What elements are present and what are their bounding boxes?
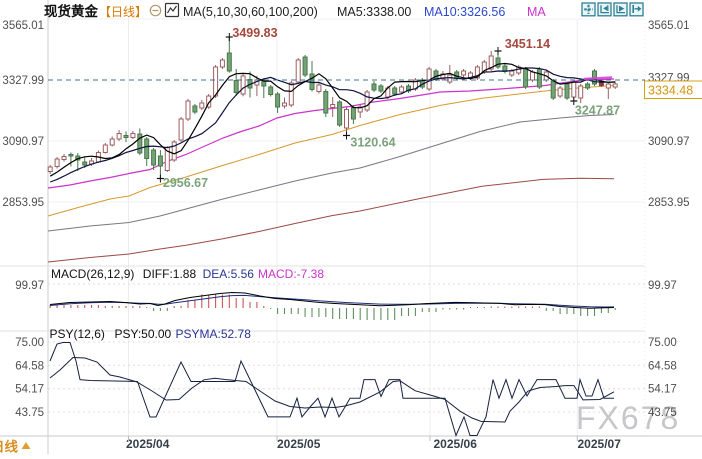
svg-text:MACD:-7.38: MACD:-7.38 xyxy=(258,267,324,281)
svg-text:DIFF:1.88: DIFF:1.88 xyxy=(143,267,197,281)
svg-text:2025/04: 2025/04 xyxy=(126,437,170,451)
svg-text:现货黄金: 现货黄金 xyxy=(44,3,98,19)
svg-text:MA(5,10,30,60,100,200): MA(5,10,30,60,100,200) xyxy=(183,5,318,19)
svg-text:3090.97: 3090.97 xyxy=(2,136,44,148)
svg-text:3565.01: 3565.01 xyxy=(648,20,690,32)
svg-text:MA10:3326.56: MA10:3326.56 xyxy=(424,5,505,19)
svg-text:DEA:5.56: DEA:5.56 xyxy=(203,267,255,281)
svg-text:3090.97: 3090.97 xyxy=(648,136,690,148)
svg-text:2025/05: 2025/05 xyxy=(277,437,321,451)
svg-text:3247.87: 3247.87 xyxy=(575,104,620,118)
svg-text:MACD(26,12,9): MACD(26,12,9) xyxy=(51,267,134,281)
svg-text:PSY:50.00: PSY:50.00 xyxy=(115,327,172,341)
svg-text:2853.95: 2853.95 xyxy=(648,197,690,209)
svg-text:PSY(12,6): PSY(12,6) xyxy=(50,327,105,341)
svg-text:54.17: 54.17 xyxy=(648,384,677,396)
svg-text:64.58: 64.58 xyxy=(648,360,677,372)
svg-text:43.75: 43.75 xyxy=(15,407,44,419)
svg-text:43.75: 43.75 xyxy=(648,407,677,419)
svg-text:75.00: 75.00 xyxy=(648,337,677,349)
svg-text:【日线】: 【日线】 xyxy=(99,5,147,19)
svg-text:MA5:3338.00: MA5:3338.00 xyxy=(337,5,411,19)
svg-text:3565.01: 3565.01 xyxy=(2,20,44,32)
svg-text:日线: 日线 xyxy=(0,439,18,455)
svg-text:3499.83: 3499.83 xyxy=(232,26,277,40)
svg-text:64.58: 64.58 xyxy=(15,360,44,372)
svg-text:54.17: 54.17 xyxy=(15,384,44,396)
svg-text:99.97: 99.97 xyxy=(648,280,677,292)
svg-text:PSYMA:52.78: PSYMA:52.78 xyxy=(176,327,252,341)
svg-text:75.00: 75.00 xyxy=(15,337,44,349)
svg-text:99.97: 99.97 xyxy=(15,280,44,292)
svg-text:2025/07: 2025/07 xyxy=(578,437,622,451)
svg-text:3334.48: 3334.48 xyxy=(648,84,693,98)
svg-text:3327.99: 3327.99 xyxy=(2,75,44,87)
svg-text:2853.95: 2853.95 xyxy=(2,197,44,209)
svg-text:2956.67: 2956.67 xyxy=(163,176,208,190)
svg-text:MA: MA xyxy=(527,5,546,19)
svg-text:2025/06: 2025/06 xyxy=(434,437,478,451)
svg-text:3120.64: 3120.64 xyxy=(350,136,395,150)
svg-text:3451.14: 3451.14 xyxy=(505,37,550,51)
